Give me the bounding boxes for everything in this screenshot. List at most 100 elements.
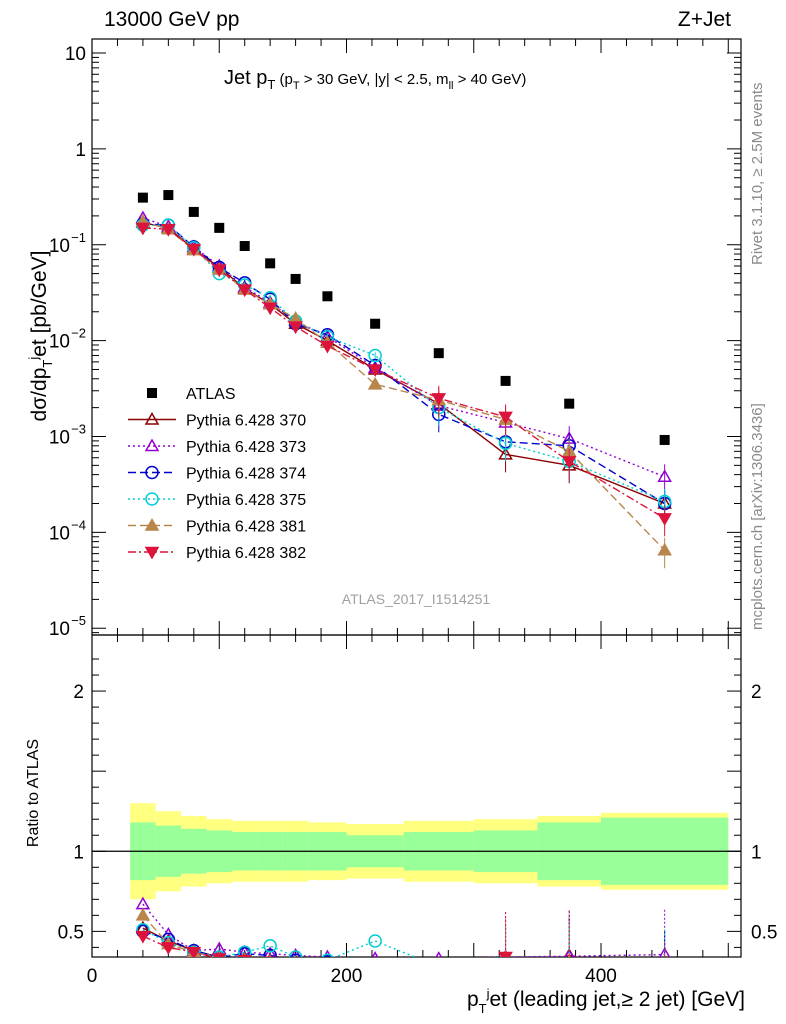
- legend-marker: [144, 411, 160, 425]
- ratio-tick-label: 2: [73, 682, 84, 703]
- ratio-point: [433, 959, 445, 970]
- atlas-point: [564, 398, 575, 409]
- atlas-point: [137, 192, 148, 203]
- series-point: [657, 542, 672, 556]
- series-point: [161, 224, 176, 237]
- ratio-point: [438, 955, 440, 957]
- ratio-frame: [91, 634, 742, 958]
- y-axis-label: dσ/dpTjet [pb/GeV]: [26, 251, 55, 422]
- ratio-point: [563, 962, 575, 974]
- y-tick-exponent: −5: [71, 613, 86, 628]
- ratio-point: [135, 907, 151, 921]
- ratio-point: [433, 961, 445, 973]
- legend-marker: [145, 465, 159, 480]
- ratio-point: [500, 967, 512, 979]
- ratio-point: [263, 948, 277, 957]
- ratio-point: [436, 956, 441, 957]
- ratio-tick-label-right: 2: [751, 682, 762, 703]
- series-point: [237, 284, 252, 298]
- ratio-point: [264, 946, 277, 957]
- atlas-point: [163, 190, 174, 201]
- ratio-series-line: [142, 903, 665, 957]
- atlas-point: [659, 434, 670, 445]
- legend-label: Pythia 6.428 370: [186, 413, 306, 430]
- legend-label: Pythia 6.428 375: [186, 492, 306, 509]
- ratio-point: [563, 962, 575, 973]
- atlas-point: [500, 375, 511, 386]
- legend-atlas-marker: [147, 388, 157, 398]
- ratio-point: [262, 956, 278, 957]
- series-point: [262, 302, 278, 316]
- ratio-point: [567, 954, 571, 957]
- ratio-point: [211, 953, 227, 957]
- header-right: Z+Jet: [678, 8, 731, 31]
- series-point: [367, 364, 383, 377]
- ratio-point: [369, 959, 381, 970]
- y-tick-label: 10: [65, 44, 86, 65]
- ratio-point: [186, 946, 202, 957]
- ratio-tick-label: 0.5: [58, 922, 84, 943]
- plot-title: Jet pT (pT > 30 GeV, |y| < 2.5, mll > 40…: [224, 67, 526, 92]
- y-tick-label: 1: [75, 140, 86, 161]
- x-tick-label: 400: [585, 966, 617, 987]
- ratio-point: [567, 956, 572, 957]
- y-tick-exponent: −3: [71, 421, 86, 436]
- ratio-point: [237, 954, 252, 957]
- ratio-point: [368, 934, 382, 948]
- atlas-point: [188, 206, 199, 217]
- legend: ATLAS Pythia 6.428 370 Pythia 6.428 373 Pyt…: [128, 386, 306, 562]
- ratio-point: [371, 951, 379, 957]
- atlas-point: [214, 222, 225, 233]
- main-series: [135, 190, 672, 569]
- legend-label: Pythia 6.428 382: [186, 545, 306, 562]
- ratio-point: [374, 955, 376, 957]
- atlas-point: [370, 318, 381, 329]
- legend-label: Pythia 6.428 373: [186, 439, 306, 456]
- ratio-point: [435, 951, 443, 957]
- ratio-point: [290, 959, 302, 970]
- y-tick-label: 10: [49, 332, 70, 353]
- series-point: [211, 264, 227, 278]
- ratio-point: [212, 950, 227, 957]
- atlas-point: [322, 291, 333, 302]
- rivet-label: Rivet 3.1.10, ≥ 2.5M events: [749, 83, 766, 266]
- series-point: [657, 513, 672, 526]
- legend-marker: [145, 492, 159, 506]
- ratio-point: [135, 930, 151, 944]
- legend-label: Pythia 6.428 374: [186, 466, 306, 483]
- ratio-point: [438, 955, 440, 957]
- ratio-point: [658, 947, 671, 957]
- x-tick-label: 200: [331, 966, 363, 987]
- series-point: [498, 411, 513, 425]
- svg-text:dσ/dpTjet [pb/GeV]: dσ/dpTjet [pb/GeV]: [26, 251, 55, 422]
- ratio-point: [498, 951, 513, 957]
- ratio-point: [659, 970, 671, 981]
- ratio-tick-label-right: 1: [751, 842, 762, 863]
- atlas-point: [290, 273, 301, 284]
- ratio-point: [659, 969, 671, 981]
- series-point: [657, 469, 672, 483]
- legend-marker: [144, 438, 160, 452]
- mcplots-label: mcplots.cern.ch [arXiv:1306.3436]: [749, 403, 766, 630]
- series-point: [368, 348, 382, 363]
- ratio-point: [322, 955, 333, 957]
- ratio-tick-label: 1: [73, 842, 84, 863]
- atlas-point: [265, 258, 276, 269]
- header-left: 13000 GeV pp: [104, 8, 239, 31]
- series-point: [367, 376, 383, 390]
- ratio-series: [135, 896, 671, 981]
- atlas-point: [239, 241, 250, 252]
- series-point: [561, 456, 577, 469]
- series-point: [288, 321, 303, 335]
- series-point: [320, 340, 335, 354]
- ratio-point: [504, 955, 507, 957]
- legend-label: Pythia 6.428 381: [186, 519, 306, 536]
- ratio-point: [321, 953, 334, 957]
- ratio-point: [500, 965, 512, 977]
- y-tick-label: 10: [49, 523, 70, 544]
- ratio-point: [263, 939, 277, 953]
- ratio-point: [289, 953, 302, 957]
- legend-marker: [144, 546, 160, 560]
